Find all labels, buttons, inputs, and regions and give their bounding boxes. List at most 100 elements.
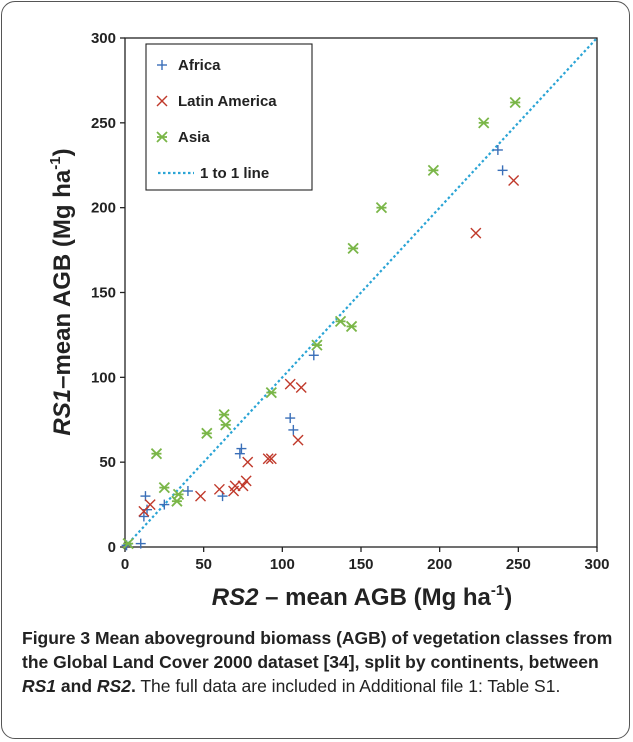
caption-and: and — [56, 676, 97, 696]
point-asia — [345, 320, 358, 333]
point-asia — [150, 448, 163, 460]
x-axis-title-text: – mean AGB (Mg ha — [258, 584, 491, 611]
caption-label: Figure 3 — [22, 628, 91, 648]
y-tick-label: 200 — [91, 200, 116, 217]
point-asia — [171, 495, 183, 507]
point-africa — [138, 511, 149, 522]
point-asia — [158, 481, 170, 494]
marker-stroke — [470, 227, 482, 239]
caption-normal-text: The full data are included in Additional… — [135, 676, 561, 696]
x-tick-label: 300 — [584, 556, 609, 573]
y-axis-title: RS1–mean AGB (Mg ha-1) — [47, 148, 76, 435]
point-africa — [234, 448, 245, 459]
y-axis-title-text: –mean AGB (Mg ha — [49, 169, 76, 389]
point-asia — [122, 537, 134, 550]
point-latin-america — [240, 475, 252, 487]
point-latin-america — [213, 483, 225, 495]
one-to-one-line-path — [124, 37, 598, 548]
point-africa — [142, 504, 153, 515]
marker-stroke — [242, 456, 254, 468]
point-africa — [497, 165, 508, 176]
y-axis-title-close: ) — [49, 148, 76, 156]
point-africa — [182, 486, 193, 497]
point-latin-america — [242, 456, 254, 468]
point-asia — [334, 315, 347, 327]
caption-bold-text: Mean aboveground biomass (AGB) of vegeta… — [22, 628, 613, 672]
marker-stroke — [240, 475, 252, 487]
legend-box — [145, 43, 313, 191]
legend-swatch-africa — [157, 60, 167, 70]
y-tick-label: 250 — [91, 115, 116, 132]
caption-period: . — [130, 676, 136, 696]
marker-stroke — [292, 434, 304, 446]
point-asia — [172, 488, 185, 501]
legend-label-africa: Africa — [178, 57, 221, 74]
point-africa — [308, 350, 319, 361]
x-tick-label: 200 — [427, 556, 452, 573]
point-asia — [375, 202, 388, 214]
point-latin-america — [508, 175, 520, 187]
point-latin-america — [144, 499, 156, 511]
point-latin-america — [470, 227, 482, 239]
legend-label-latin-america: Latin America — [178, 93, 277, 110]
x-tick-label: 250 — [506, 556, 531, 573]
legend-label-1-to-1-line: 1 to 1 line — [200, 165, 269, 182]
x-tick-label: 0 — [121, 556, 129, 573]
y-tick-label: 0 — [108, 539, 116, 556]
y-tick-label: 150 — [91, 285, 116, 302]
marker-stroke — [262, 453, 274, 465]
caption-rs1: RS1 — [22, 676, 57, 696]
point-africa — [288, 424, 299, 435]
y-axis-title-italic: RS1 — [49, 389, 76, 436]
marker-stroke — [144, 499, 156, 511]
marker-stroke — [295, 382, 307, 394]
axis-ticks: 0 50 100 150 200 250 300 0 50 100 150 200 250 300 — [91, 30, 610, 573]
point-asia — [427, 164, 440, 176]
point-africa — [159, 499, 170, 510]
point-asia — [478, 117, 490, 129]
legend: Africa Latin America Asia 1 to 1 line — [145, 43, 313, 191]
marker-stroke — [156, 95, 168, 107]
point-latin-america — [265, 453, 277, 465]
x-tick-label: 100 — [270, 556, 295, 573]
data-points — [121, 96, 521, 551]
legend-swatch-latin-america — [156, 95, 168, 107]
point-latin-america — [262, 453, 274, 465]
marker-stroke — [229, 480, 241, 492]
point-latin-america — [284, 378, 296, 390]
point-africa — [236, 443, 247, 454]
point-africa — [135, 538, 146, 549]
caption-rs2: RS2 — [96, 676, 131, 696]
point-asia — [265, 386, 277, 399]
point-latin-america — [195, 490, 207, 502]
y-tick-label: 100 — [91, 369, 116, 386]
point-latin-america — [292, 434, 304, 446]
point-asia — [220, 419, 232, 431]
marker-stroke — [195, 490, 207, 502]
y-axis-title-sup: -1 — [47, 156, 64, 169]
marker-stroke — [213, 483, 225, 495]
one-to-one-line — [124, 37, 598, 548]
point-asia — [347, 242, 359, 255]
point-asia — [311, 339, 323, 351]
point-africa — [285, 413, 296, 424]
x-axis-title: RS2 – mean AGB (Mg ha-1) — [212, 582, 513, 611]
x-axis-title-close: ) — [504, 584, 512, 611]
scatter-chart: 0 50 100 150 200 250 300 0 50 100 150 200 250 300 Afr… — [47, 30, 610, 611]
point-africa — [492, 144, 503, 155]
x-tick-label: 50 — [195, 556, 212, 573]
marker-stroke — [237, 480, 249, 492]
x-axis-title-sup: -1 — [491, 582, 504, 599]
figure-caption: Figure 3 Mean aboveground biomass (AGB) … — [22, 626, 618, 698]
legend-swatch-asia — [156, 131, 168, 143]
legend-label-asia: Asia — [178, 129, 210, 146]
x-axis-title-italic: RS2 — [212, 584, 259, 611]
point-asia — [509, 96, 521, 109]
point-latin-america — [229, 480, 241, 492]
y-tick-label: 300 — [91, 30, 116, 47]
point-latin-america — [295, 382, 307, 394]
point-asia — [201, 427, 213, 439]
y-tick-label: 50 — [99, 454, 116, 471]
marker-stroke — [265, 453, 277, 465]
